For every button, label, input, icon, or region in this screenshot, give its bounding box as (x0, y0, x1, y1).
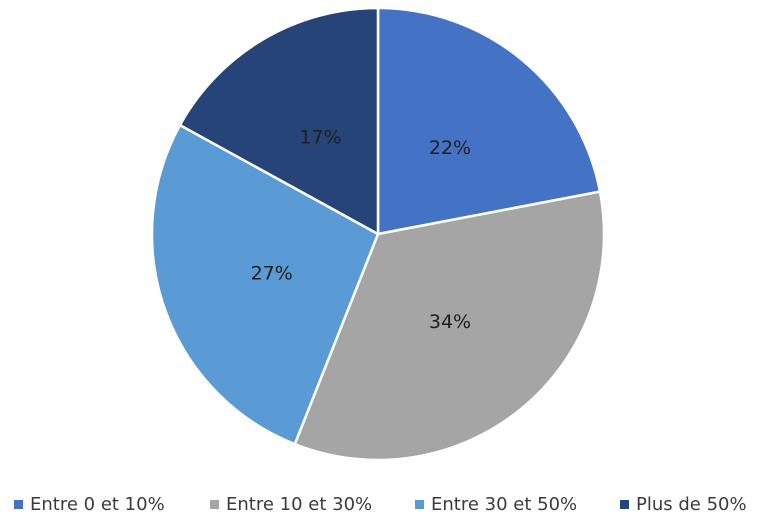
legend-item-3: Entre 30 et 50% (415, 494, 577, 515)
pie-slice-1 (376, 6, 602, 236)
legend-item-4: Plus de 50% (620, 494, 747, 515)
pie-slice-2 (293, 190, 606, 462)
legend-label-2: Entre 10 et 30% (226, 494, 372, 515)
legend-swatch-4 (620, 500, 629, 509)
legend-label-3: Entre 30 et 50% (431, 494, 577, 515)
legend: Entre 0 et 10% Entre 10 et 30% Entre 30 et… (14, 494, 747, 515)
legend-swatch-1 (14, 500, 23, 509)
legend-swatch-2 (210, 500, 219, 509)
legend-item-1: Entre 0 et 10% (14, 494, 165, 515)
slice-label-2: 34% (429, 311, 471, 333)
pie-slices (150, 6, 606, 462)
pie-slice-3 (150, 123, 380, 446)
pie-slice-labels: 22% 34% 27% 17% (251, 127, 472, 333)
slice-label-3: 27% (251, 262, 293, 284)
slice-label-4: 17% (299, 127, 341, 149)
legend-swatch-3 (415, 500, 424, 509)
legend-item-2: Entre 10 et 30% (210, 494, 372, 515)
legend-label-1: Entre 0 et 10% (30, 494, 165, 515)
pie-slice-4 (178, 6, 380, 236)
legend-label-4: Plus de 50% (636, 494, 747, 515)
slice-label-1: 22% (429, 137, 471, 159)
